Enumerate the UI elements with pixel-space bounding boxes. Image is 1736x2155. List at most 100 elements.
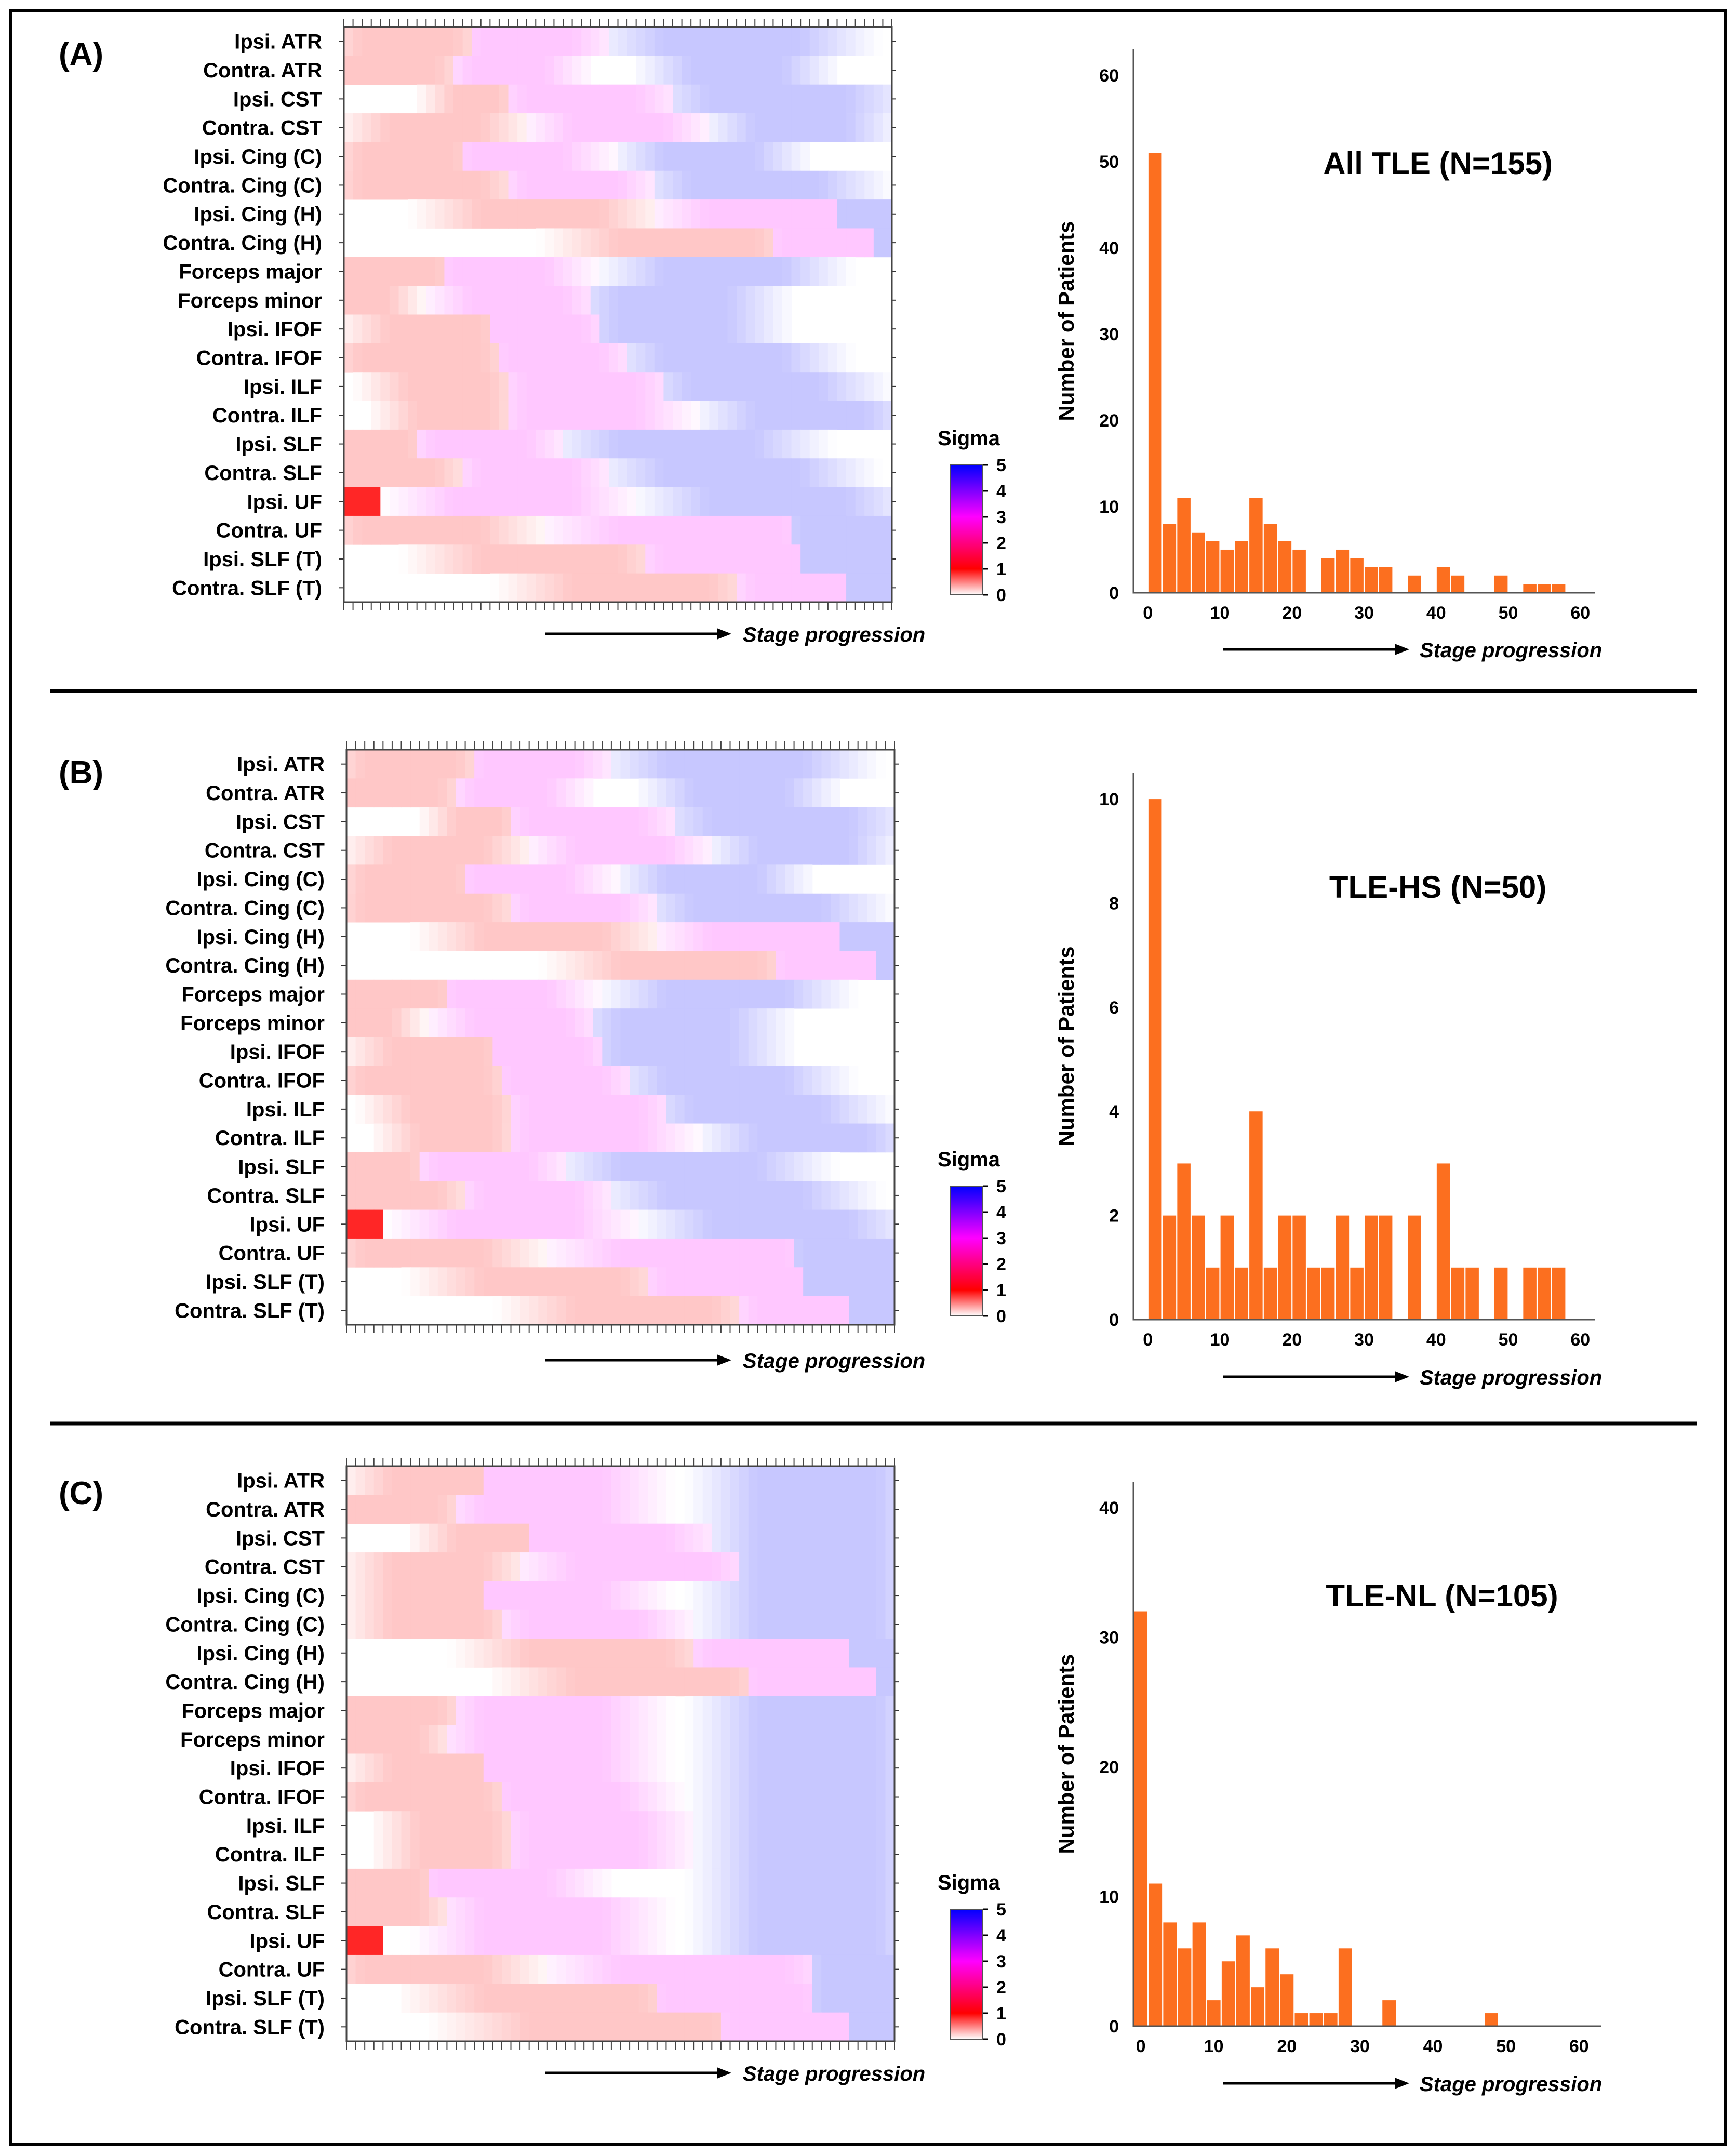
heatmap-cell	[730, 1639, 740, 1668]
heatmap-cell	[426, 487, 436, 516]
heatmap-cell	[599, 27, 609, 56]
heatmap-cell	[718, 27, 728, 56]
heatmap-cell	[380, 170, 390, 200]
heatmap-cell	[666, 1897, 676, 1926]
heatmap-cell	[444, 429, 454, 459]
heatmap-cell	[590, 228, 600, 258]
heatmap-cell	[876, 1868, 886, 1898]
heatmap-cell	[556, 1926, 566, 1956]
heatmap-cell	[618, 286, 627, 315]
histogram-bar	[1494, 575, 1508, 593]
heatmap-cell	[648, 1954, 658, 1984]
heatmap-cell	[846, 27, 856, 56]
heatmap-cell	[373, 1926, 383, 1956]
heatmap-cell	[472, 142, 482, 171]
heatmap-cell	[437, 778, 448, 808]
heatmap-cell	[727, 56, 737, 85]
heatmap-cell	[618, 487, 627, 516]
heatmap-cell	[830, 1552, 840, 1581]
heatmap-cell	[675, 1037, 685, 1067]
heatmap-cell	[675, 1811, 685, 1840]
heatmap-cell	[520, 750, 530, 779]
heatmap-cell	[718, 401, 728, 430]
heatmap-cell	[855, 113, 865, 142]
heatmap-cell	[483, 1066, 493, 1095]
heatmap-cell	[782, 84, 792, 114]
heatmap-cell	[638, 1897, 648, 1926]
heatmap-cell	[730, 1984, 740, 2013]
heatmap-cell	[885, 1926, 895, 1956]
heatmap-cell	[620, 1209, 630, 1239]
histogram-bar	[1465, 1267, 1479, 1320]
heatmap-cell	[748, 1984, 758, 2013]
heatmap-cell	[666, 1725, 676, 1754]
histogram-bar	[1249, 1111, 1263, 1320]
heatmap-cell	[745, 113, 755, 142]
heatmap-cell	[492, 1811, 502, 1840]
heatmap-cell	[511, 1495, 520, 1524]
heatmap-cell	[666, 1209, 676, 1239]
heatmap-cell	[435, 314, 445, 344]
heatmap-cell	[885, 1696, 895, 1725]
heatmap-cell	[371, 170, 381, 200]
heatmap-cell	[465, 1868, 475, 1898]
heatmap-cell	[827, 458, 838, 487]
y-tick-label: 2	[1109, 1206, 1119, 1226]
histogram-bar	[1278, 541, 1292, 593]
heatmap-cell	[830, 1696, 840, 1725]
heatmap-cell	[638, 893, 648, 923]
heatmap-cell	[362, 487, 372, 516]
heatmap-cell	[876, 922, 886, 951]
heatmap-cell	[858, 951, 867, 980]
heatmap-cell	[392, 750, 402, 779]
heatmap-cell	[636, 487, 646, 516]
tract-label: Contra. CST	[205, 840, 325, 862]
heatmap-cell	[684, 1926, 694, 1956]
heatmap-cell	[748, 1066, 758, 1095]
heatmap-cell	[748, 1123, 758, 1153]
heatmap-cell	[849, 1667, 859, 1697]
heatmap-cell	[593, 864, 603, 894]
heatmap-cell	[508, 257, 518, 286]
heatmap-cell	[520, 1267, 530, 1297]
heatmap-cell	[684, 2012, 694, 2042]
heatmap-cell	[346, 1926, 356, 1956]
heatmap-cell	[563, 142, 573, 171]
heatmap-cell	[794, 1095, 804, 1124]
heatmap-cell	[800, 429, 810, 459]
heatmap-cell	[429, 1868, 438, 1898]
heatmap-cell	[712, 1954, 722, 1984]
heatmap-cell	[709, 401, 719, 430]
heatmap-cell	[417, 401, 426, 430]
heatmap-cell	[663, 372, 673, 401]
heatmap-cell	[819, 56, 829, 85]
heatmap-cell	[483, 1495, 493, 1524]
heatmap-cell	[501, 1238, 512, 1268]
heatmap-cell	[429, 750, 438, 779]
heatmap-cell	[538, 1811, 548, 1840]
heatmap-cell	[611, 1926, 621, 1956]
heatmap-cell	[682, 142, 691, 171]
heatmap-cell	[556, 1609, 566, 1639]
heatmap-cell	[517, 314, 527, 344]
histogram-bar	[1163, 524, 1177, 593]
heatmap-cell	[782, 458, 792, 487]
heatmap-cell	[554, 286, 564, 315]
heatmap-cell	[776, 1897, 785, 1926]
heatmap-cell	[739, 1466, 749, 1495]
heatmap-cell	[876, 1725, 886, 1754]
heatmap-cell	[830, 1840, 840, 1869]
heatmap-cell	[392, 1954, 402, 1984]
heatmap-cell	[456, 1209, 466, 1239]
heatmap-cell	[727, 458, 737, 487]
heatmap-cell	[472, 429, 482, 459]
heatmap-cell	[453, 286, 463, 315]
heatmap-cell	[645, 458, 655, 487]
heatmap-cell	[447, 1811, 457, 1840]
tract-label: Contra. UF	[216, 520, 322, 542]
heatmap-cell	[739, 807, 749, 836]
heatmap-cell	[447, 1609, 457, 1639]
heatmap-cell	[474, 836, 484, 865]
heatmap-cell	[408, 170, 418, 200]
